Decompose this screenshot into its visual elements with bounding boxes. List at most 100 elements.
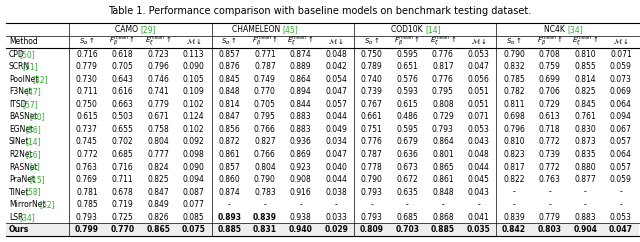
- Text: [51]: [51]: [22, 62, 38, 71]
- Text: 0.092: 0.092: [183, 137, 205, 146]
- Text: 0.067: 0.067: [610, 125, 632, 134]
- Text: 0.845: 0.845: [575, 100, 596, 109]
- Text: $S_\alpha\uparrow$: $S_\alpha\uparrow$: [364, 36, 380, 47]
- Text: $\mathcal{M}\downarrow$: $\mathcal{M}\downarrow$: [186, 37, 202, 46]
- Text: 0.685: 0.685: [111, 150, 133, 159]
- Text: 0.893: 0.893: [218, 213, 241, 222]
- Text: 0.719: 0.719: [111, 200, 133, 209]
- Text: 0.772: 0.772: [76, 150, 98, 159]
- Text: 0.053: 0.053: [610, 213, 632, 222]
- Text: 0.702: 0.702: [111, 137, 133, 146]
- Text: 0.783: 0.783: [254, 188, 276, 197]
- Text: 0.860: 0.860: [218, 175, 240, 184]
- Text: 0.763: 0.763: [76, 163, 98, 172]
- Text: 0.113: 0.113: [183, 50, 205, 59]
- Text: 0.876: 0.876: [218, 62, 240, 71]
- Text: 0.595: 0.595: [396, 50, 419, 59]
- Text: 0.643: 0.643: [111, 75, 134, 84]
- Text: 0.889: 0.889: [290, 62, 311, 71]
- Text: 0.746: 0.746: [147, 75, 169, 84]
- Text: 0.048: 0.048: [468, 150, 490, 159]
- Text: 0.029: 0.029: [324, 225, 348, 234]
- Text: 0.869: 0.869: [290, 150, 312, 159]
- Text: 0.767: 0.767: [361, 100, 383, 109]
- Text: 0.109: 0.109: [183, 87, 205, 96]
- Text: 0.044: 0.044: [468, 163, 490, 172]
- Text: 0.047: 0.047: [325, 150, 347, 159]
- Text: $S_\alpha\uparrow$: $S_\alpha\uparrow$: [79, 36, 95, 47]
- Text: 0.779: 0.779: [76, 62, 98, 71]
- Text: [45]: [45]: [283, 25, 298, 34]
- Text: 0.779: 0.779: [539, 213, 561, 222]
- Text: 0.799: 0.799: [75, 225, 99, 234]
- Text: 0.785: 0.785: [76, 200, 98, 209]
- Text: 0.711: 0.711: [112, 175, 133, 184]
- Text: 0.826: 0.826: [147, 213, 169, 222]
- Text: -: -: [477, 200, 480, 209]
- Text: 0.064: 0.064: [610, 150, 632, 159]
- Text: 0.770: 0.770: [111, 225, 134, 234]
- Text: [34]: [34]: [568, 25, 583, 34]
- Text: 0.615: 0.615: [76, 113, 98, 121]
- Text: 0.043: 0.043: [468, 188, 490, 197]
- Text: 0.817: 0.817: [432, 62, 454, 71]
- Text: 0.751: 0.751: [361, 125, 383, 134]
- Text: 0.745: 0.745: [76, 137, 98, 146]
- Text: 0.047: 0.047: [468, 62, 490, 71]
- Text: 0.616: 0.616: [111, 87, 133, 96]
- Text: 0.698: 0.698: [503, 113, 525, 121]
- Text: 0.848: 0.848: [218, 87, 240, 96]
- Text: 0.782: 0.782: [503, 87, 525, 96]
- Text: -: -: [548, 188, 551, 197]
- Text: 0.102: 0.102: [183, 100, 205, 109]
- Text: 0.790: 0.790: [361, 175, 383, 184]
- Text: $S_\alpha\uparrow$: $S_\alpha\uparrow$: [506, 36, 522, 47]
- Text: Method: Method: [9, 37, 38, 46]
- Text: 0.804: 0.804: [254, 163, 276, 172]
- Text: 0.699: 0.699: [539, 75, 561, 84]
- Text: -: -: [228, 200, 230, 209]
- Text: 0.830: 0.830: [575, 125, 596, 134]
- Text: 0.856: 0.856: [218, 125, 240, 134]
- Text: 0.923: 0.923: [290, 163, 312, 172]
- Text: 0.864: 0.864: [290, 75, 312, 84]
- Text: 0.663: 0.663: [111, 100, 134, 109]
- Text: 0.790: 0.790: [503, 50, 525, 59]
- Text: 0.772: 0.772: [539, 163, 561, 172]
- Text: [4]: [4]: [29, 163, 40, 172]
- Text: 0.057: 0.057: [610, 163, 632, 172]
- Text: 0.857: 0.857: [218, 163, 240, 172]
- Text: -: -: [513, 188, 515, 197]
- Text: 0.034: 0.034: [325, 137, 347, 146]
- Text: 0.842: 0.842: [502, 225, 526, 234]
- Text: $E_\xi^{mean}\uparrow$: $E_\xi^{mean}\uparrow$: [429, 35, 456, 48]
- Text: 0.094: 0.094: [183, 175, 205, 184]
- Text: ITSD: ITSD: [9, 100, 26, 109]
- Text: 0.723: 0.723: [147, 50, 169, 59]
- Text: 0.810: 0.810: [575, 50, 596, 59]
- Text: CAMO: CAMO: [115, 25, 140, 34]
- Text: 0.703: 0.703: [396, 225, 419, 234]
- Text: 0.054: 0.054: [325, 75, 347, 84]
- Text: 0.894: 0.894: [290, 87, 312, 96]
- Text: 0.793: 0.793: [76, 213, 98, 222]
- Text: 0.716: 0.716: [76, 50, 98, 59]
- Text: [56]: [56]: [26, 125, 42, 134]
- Text: 0.041: 0.041: [468, 213, 490, 222]
- Text: $\mathcal{M}\downarrow$: $\mathcal{M}\downarrow$: [470, 37, 486, 46]
- Text: 0.795: 0.795: [432, 87, 454, 96]
- Text: 0.847: 0.847: [147, 188, 169, 197]
- Text: 0.729: 0.729: [432, 113, 454, 121]
- Text: Ours: Ours: [9, 225, 29, 234]
- Text: 0.102: 0.102: [183, 125, 205, 134]
- Text: 0.044: 0.044: [325, 113, 347, 121]
- Text: 0.741: 0.741: [147, 87, 169, 96]
- Text: 0.057: 0.057: [610, 137, 632, 146]
- Text: 0.814: 0.814: [218, 100, 240, 109]
- Text: -: -: [335, 200, 337, 209]
- Text: 0.655: 0.655: [111, 125, 134, 134]
- Text: 0.090: 0.090: [183, 163, 205, 172]
- Text: 0.051: 0.051: [468, 87, 490, 96]
- Text: 0.789: 0.789: [361, 62, 383, 71]
- Text: 0.822: 0.822: [504, 175, 525, 184]
